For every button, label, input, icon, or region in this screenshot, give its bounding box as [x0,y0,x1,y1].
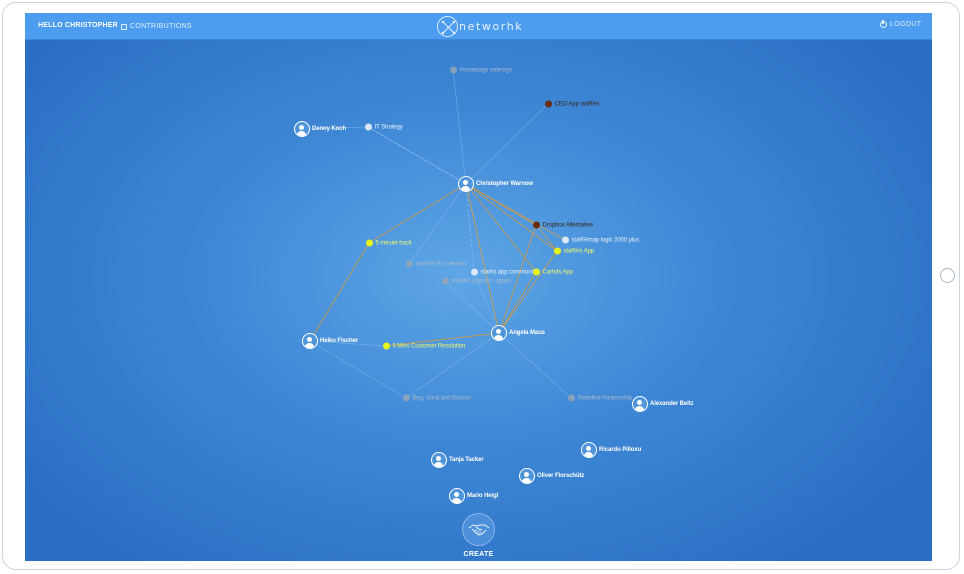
handshake-icon [468,523,489,536]
user-avatar-icon [294,121,310,137]
node-dropbox-alternative[interactable]: Dropbox Alternative [532,221,594,229]
lock-icon [121,23,127,30]
node-dot [382,342,390,350]
node-label: 5 Mins Customer Resolution [392,343,466,349]
node-it-strategy[interactable]: IT Strategy [364,123,403,131]
node-dot [561,236,569,244]
person-angela-maus[interactable]: Angela Maus [491,325,545,341]
node-starhs-app[interactable]: staRHs App [553,247,595,255]
network-edges [301,69,572,399]
node-label: IT Strategy [374,124,403,130]
node-dot [544,100,552,108]
node-redefine-partnership[interactable]: Redefine Partnership [567,394,632,402]
person-christopher-warnow[interactable]: Christopher Warnow [458,176,533,192]
node-label: Beg, Steal and Borrow [412,395,471,401]
node-ceo-app[interactable]: CEO App staRHs [544,100,600,108]
node-starhmap-logic[interactable]: staRHmap logic 2000 plus [561,236,640,244]
logo-text: networhk [459,20,524,33]
device-home-button[interactable] [940,268,955,283]
user-avatar-icon [491,325,507,341]
top-bar: HELLO CHRISTOPHER CONTRIBUTIONS networhk… [25,13,932,40]
node-dot [553,247,561,255]
person-ricardo-pilloxu[interactable]: Ricardo Pilloxu [581,442,641,458]
user-avatar-icon [632,396,648,412]
person-alexander-beitz[interactable]: Alexander Beitz [632,396,694,412]
node-dot [470,268,478,276]
node-dot [402,394,410,402]
user-avatar-icon [302,333,318,349]
node-dot [405,260,413,268]
node-label: Dropbox Alternative [542,222,594,228]
node-label: staRHs support - again [451,278,511,284]
node-starhs-community[interactable]: starhs app community [470,268,538,276]
node-dot [441,277,449,285]
node-beg-steal-borrow[interactable]: Beg, Steal and Borrow [402,394,471,402]
node-five-mins-resolution[interactable]: 5 Mins Customer Resolution [382,342,466,350]
node-label: 5 minute hack [375,240,412,246]
create-button[interactable] [462,513,495,546]
node-label: CEO App staRHs [554,101,600,107]
app-logo[interactable]: networhk [437,15,523,38]
node-dot [449,66,457,74]
user-avatar-icon [431,452,447,468]
user-avatar-icon [519,468,535,484]
node-label: Homepage redesign [459,67,512,73]
person-name: Heiko Fischer [320,338,359,344]
person-oliver-florschutz[interactable]: Oliver Florschütz [519,468,584,484]
person-name: Ricardo Pilloxu [599,447,642,453]
person-name: Angela Maus [509,330,545,336]
node-five-minute-hack[interactable]: 5 minute hack [365,239,412,247]
node-label: staRHmap logic 2000 plus [571,237,640,243]
node-starhs-support[interactable]: staRHs support - again [441,277,511,285]
node-dot [364,123,372,131]
person-name: Mario Heigl [467,493,499,499]
person-name: Christopher Warnow [476,181,533,187]
node-label: Carhds App [542,269,573,275]
node-label: starhs app community [480,269,538,275]
user-avatar-icon [581,442,597,458]
power-icon [880,20,887,28]
node-dot [365,239,373,247]
contributions-label: CONTRIBUTIONS [130,23,192,30]
node-label: Redefine Partnership [577,395,632,401]
node-label: staRHs App [563,248,595,254]
user-avatar-icon [449,488,465,504]
app-screen: HELLO CHRISTOPHER CONTRIBUTIONS networhk… [25,13,932,561]
network-logo-icon [437,16,458,37]
user-avatar-icon [458,176,474,192]
node-dot [532,268,540,276]
node-dot [567,394,575,402]
node-carhds-app[interactable]: Carhds App [532,268,573,276]
node-label: staRHs Pro Version [415,261,467,267]
contributions-link[interactable]: CONTRIBUTIONS [121,21,192,32]
person-mario-heigl[interactable]: Mario Heigl [449,488,498,504]
person-denny-koch[interactable]: Denny Koch [294,121,346,137]
node-dot [532,221,540,229]
logout-button[interactable]: LOGOUT [880,20,922,28]
person-heiko-fischer[interactable]: Heiko Fischer [302,333,358,349]
person-name: Oliver Florschütz [537,473,585,479]
logout-label: LOGOUT [890,21,922,28]
node-starhs-pro[interactable]: staRHs Pro Version [405,260,467,268]
person-name: Denny Koch [312,126,347,132]
create-label: CREATE [463,551,494,558]
person-tanja-tacker[interactable]: Tanja Tacker [431,452,484,468]
person-name: Alexander Beitz [650,401,694,407]
node-homepage-redesign[interactable]: Homepage redesign [449,66,512,74]
greeting-text: HELLO CHRISTOPHER [38,22,118,29]
person-name: Tanja Tacker [449,457,484,463]
